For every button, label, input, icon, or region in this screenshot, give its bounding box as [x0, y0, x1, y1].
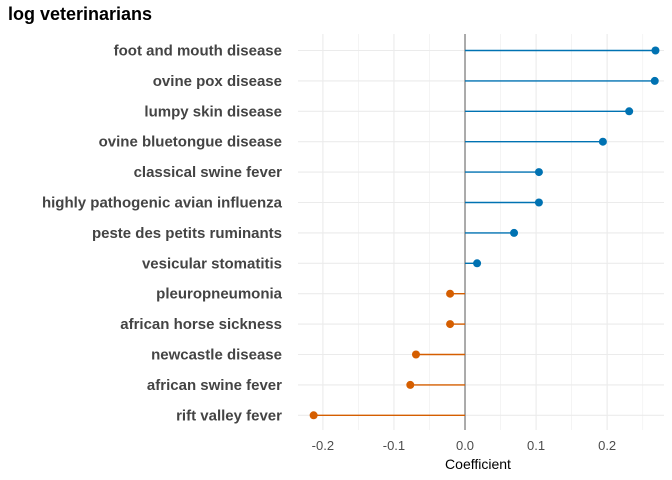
point — [446, 289, 455, 298]
category-labels: foot and mouth disease ovine pox disease l… — [42, 43, 283, 425]
category-label: ovine bluetongue disease — [99, 134, 282, 151]
point — [510, 228, 519, 237]
point — [411, 350, 420, 359]
category-label: rift valley fever — [176, 407, 282, 424]
category-label: pleuropneumonia — [156, 286, 282, 303]
category-label: ovine pox disease — [153, 73, 282, 90]
category-label: highly pathogenic avian influenza — [42, 195, 283, 212]
x-tick-label: -0.1 — [383, 438, 405, 453]
x-tick-labels: -0.2 -0.1 0.0 0.1 0.2 — [312, 438, 617, 453]
point — [625, 107, 634, 116]
category-label: classical swine fever — [134, 164, 283, 181]
point — [650, 76, 659, 85]
point — [598, 137, 607, 146]
points — [309, 46, 660, 420]
category-label: newcastle disease — [151, 347, 282, 364]
category-label: african horse sickness — [120, 316, 282, 333]
category-label: african swine fever — [147, 377, 282, 394]
point — [446, 320, 455, 329]
category-label: vesicular stomatitis — [142, 255, 282, 272]
stems — [313, 49, 656, 416]
x-tick-label: 0.2 — [598, 438, 616, 453]
x-axis-label: Coefficient — [445, 456, 511, 472]
category-label: lumpy skin disease — [144, 103, 282, 120]
category-label: foot and mouth disease — [114, 43, 282, 60]
x-tick-label: 0.1 — [527, 438, 545, 453]
grid-lines — [298, 34, 664, 430]
category-label: peste des petits ruminants — [92, 225, 282, 242]
x-tick-label: -0.2 — [312, 438, 334, 453]
chart-title: log veterinarians — [8, 4, 153, 24]
point — [651, 46, 660, 55]
point — [534, 168, 543, 177]
x-tick-label: 0.0 — [456, 438, 474, 453]
point — [534, 198, 543, 207]
point — [406, 380, 415, 389]
point — [309, 411, 318, 420]
point — [473, 259, 482, 268]
